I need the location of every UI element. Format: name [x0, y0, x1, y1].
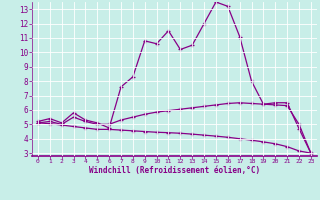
X-axis label: Windchill (Refroidissement éolien,°C): Windchill (Refroidissement éolien,°C) [89, 166, 260, 175]
